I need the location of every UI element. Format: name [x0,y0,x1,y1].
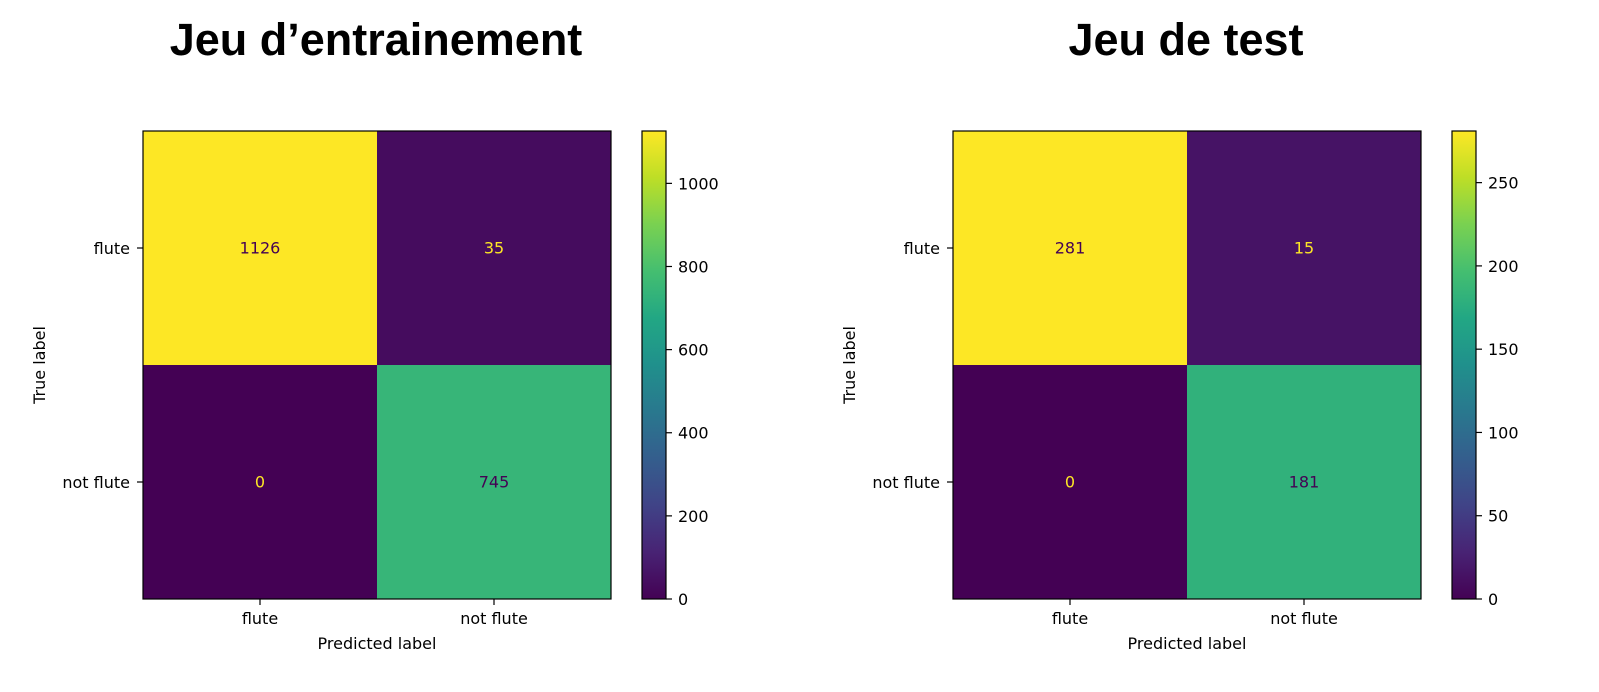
matrix-cell-not-flute-flute [953,365,1187,599]
colorbar-tick-label: 100 [1488,423,1519,442]
x-axis-label: Predicted label [318,634,437,653]
colorbar-tick-label: 200 [678,507,709,526]
matrix-cell-not-flute-not-flute [1187,365,1421,599]
x-tick-label-not-flute: not flute [1270,609,1338,628]
matrix-cell-not-flute-flute [143,365,377,599]
colorbar-tick-label: 1000 [678,174,719,193]
colorbar-tick-label: 200 [1488,257,1519,276]
train-title: Jeu d’entrainement [169,14,583,65]
y-tick-label-flute: flute [94,239,130,258]
cell-value-label: 181 [1289,473,1320,492]
matrix-frame [952,130,1422,600]
cell-value-label: 0 [1065,473,1075,492]
x-tick-label-flute: flute [1052,609,1088,628]
colorbar-tick-label: 0 [1488,590,1498,609]
y-tick-label-not-flute: not flute [872,473,940,492]
matrix-cell-flute-not-flute [1187,131,1421,365]
matrix-frame [142,130,612,600]
colorbar [1452,131,1476,599]
y-axis-label: True label [30,326,49,405]
cell-value-label: 1126 [240,239,281,258]
colorbar-tick-label: 250 [1488,174,1519,193]
y-axis-label: True label [840,326,859,405]
confusion-matrix-test-figure: Jeu de test 281 15 0 181 flute not flute flute… [810,0,1599,692]
colorbar-tick-label: 800 [678,257,709,276]
matrix-cell-flute-flute [953,131,1187,365]
colorbar-tick-label: 600 [678,341,709,360]
test-title: Jeu de test [1068,14,1304,65]
matrix-cell-flute-not-flute [377,131,611,365]
x-tick-label-not-flute: not flute [460,609,528,628]
colorbar-tick-label: 50 [1488,507,1508,526]
x-axis-label: Predicted label [1128,634,1247,653]
cell-value-label: 745 [479,473,510,492]
y-tick-label-flute: flute [904,239,940,258]
colorbar-tick-label: 150 [1488,340,1519,359]
matrix-cell-not-flute-not-flute [377,365,611,599]
colorbar-tick-label: 400 [678,424,709,443]
confusion-matrix-train-figure: Jeu d’entrainement 1126 35 0 745 flute not fl… [30,14,719,653]
colorbar [642,131,666,599]
colorbar-frame [641,130,667,600]
matrix-cell-flute-flute [143,131,377,365]
cell-value-label: 0 [255,473,265,492]
cell-value-label: 15 [1294,239,1314,258]
cell-value-label: 35 [484,239,504,258]
colorbar-frame [1451,130,1477,600]
train-confusion-matrix-chart: 1126 35 0 745 flute not flute flute not flute Pr… [30,130,719,653]
x-tick-label-flute: flute [242,609,278,628]
cell-value-label: 281 [1055,239,1086,258]
y-tick-label-not-flute: not flute [62,473,130,492]
colorbar-tick-label: 0 [678,590,688,609]
